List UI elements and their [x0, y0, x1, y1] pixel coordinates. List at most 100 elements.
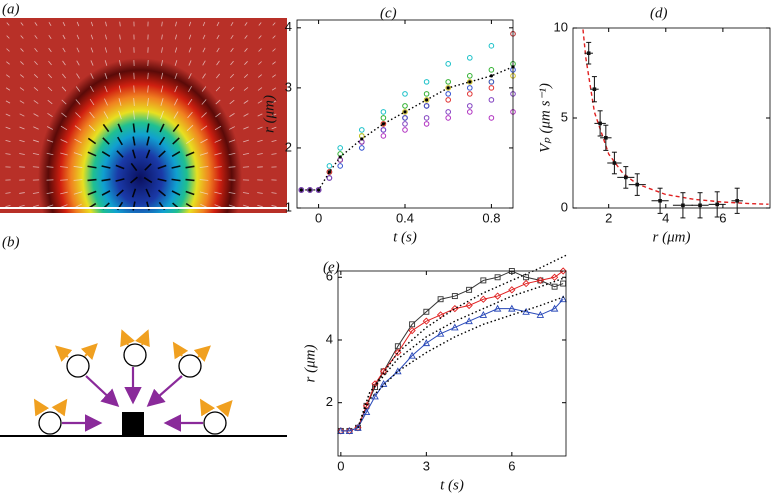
vector [229, 113, 235, 117]
marker [559, 295, 567, 303]
vector [90, 34, 94, 40]
vector [216, 34, 220, 40]
vector [258, 48, 262, 52]
vector [19, 74, 25, 78]
marker [467, 79, 473, 85]
vector [34, 35, 38, 39]
marker [467, 109, 473, 115]
series-line [582, 29, 769, 205]
vector [90, 85, 94, 93]
vector [187, 111, 193, 119]
vector [73, 152, 83, 156]
vector [214, 191, 222, 195]
vector [5, 87, 11, 91]
vector [34, 22, 38, 26]
marker [681, 203, 685, 208]
vector [5, 192, 11, 194]
vector [228, 166, 236, 168]
marker [402, 103, 408, 109]
vector [188, 34, 192, 40]
flow-arrow [216, 400, 233, 418]
vector [201, 112, 207, 118]
marker [394, 343, 401, 350]
flow-arrow [193, 345, 211, 362]
marker [359, 127, 365, 133]
marker [402, 115, 408, 121]
vector [133, 110, 135, 120]
vector [119, 34, 121, 40]
vector [76, 21, 80, 27]
vector [101, 178, 111, 182]
marker [345, 426, 354, 434]
vector [5, 139, 11, 143]
x-tick-label: 4 [662, 210, 669, 225]
vector [47, 86, 53, 92]
marker [326, 169, 333, 175]
marker [493, 304, 502, 312]
marker [423, 103, 430, 109]
vector [271, 87, 277, 91]
vector [33, 100, 39, 104]
vector [19, 139, 25, 143]
marker [467, 91, 473, 97]
vector [147, 72, 149, 80]
x-tick-label: 6 [719, 210, 726, 225]
vector [76, 73, 80, 79]
vector [6, 22, 10, 26]
marker [494, 274, 501, 281]
vector [157, 178, 167, 182]
vector [272, 35, 276, 39]
vector [90, 60, 94, 66]
particle [66, 354, 90, 378]
flow-arrow [55, 345, 73, 362]
arrow [85, 375, 120, 408]
vector [229, 126, 235, 130]
vector [104, 98, 108, 106]
vector [161, 34, 163, 40]
series-line [357, 295, 567, 429]
x-tick-label: 0.8 [482, 210, 500, 225]
vector [244, 22, 248, 26]
vector [74, 138, 82, 144]
vector [101, 165, 111, 169]
vector [48, 60, 52, 66]
vector [62, 60, 66, 66]
marker [409, 321, 416, 328]
vector [272, 48, 276, 52]
vector [257, 126, 263, 130]
marker [307, 187, 313, 193]
vector [103, 111, 109, 119]
vector [89, 111, 95, 119]
marker [394, 367, 402, 375]
marker [423, 121, 430, 127]
vector [73, 179, 83, 181]
marker [403, 110, 407, 114]
vector [32, 152, 40, 156]
vector [174, 72, 178, 80]
vector [47, 73, 53, 79]
vector [160, 110, 164, 120]
vector [75, 99, 81, 105]
vector [160, 98, 164, 106]
y-tick-label: 10 [554, 19, 568, 34]
vector [147, 98, 149, 106]
vector [101, 150, 111, 158]
vector [228, 204, 236, 208]
vector [243, 204, 249, 208]
vector [47, 112, 53, 118]
vector [229, 99, 235, 105]
marker [612, 161, 617, 165]
vector [228, 139, 236, 143]
vector [185, 151, 195, 157]
vector [214, 152, 222, 156]
marker [445, 115, 452, 121]
vector [19, 204, 25, 208]
marker [715, 202, 719, 207]
vector [19, 192, 25, 194]
particle [123, 343, 147, 367]
vector [61, 99, 67, 105]
marker [488, 43, 495, 49]
vector [19, 126, 25, 130]
vector [47, 99, 53, 105]
vector [243, 139, 249, 143]
